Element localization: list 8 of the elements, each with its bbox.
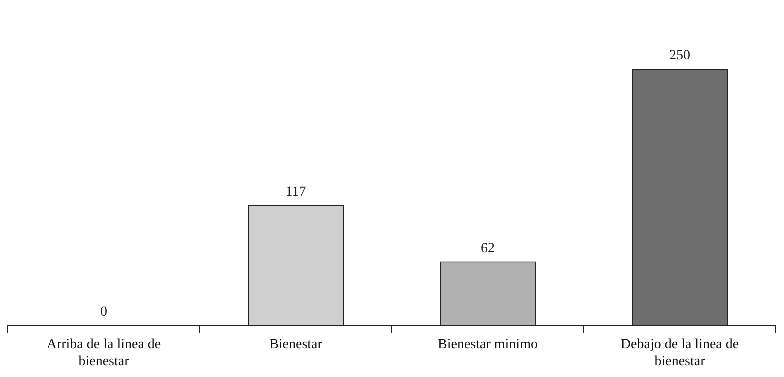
x-tick-label: Arriba de la linea de bienestar xyxy=(46,337,162,370)
x-tick-label: Bienestar minimo xyxy=(438,337,538,352)
x-tick-label: Debajo de la linea de bienestar xyxy=(620,337,740,370)
data-label: 0 xyxy=(100,305,108,320)
data-label: 250 xyxy=(670,48,690,64)
data-label: 62 xyxy=(481,241,495,256)
x-tick-label: Bienestar xyxy=(270,337,323,352)
data-label: 117 xyxy=(286,185,306,200)
